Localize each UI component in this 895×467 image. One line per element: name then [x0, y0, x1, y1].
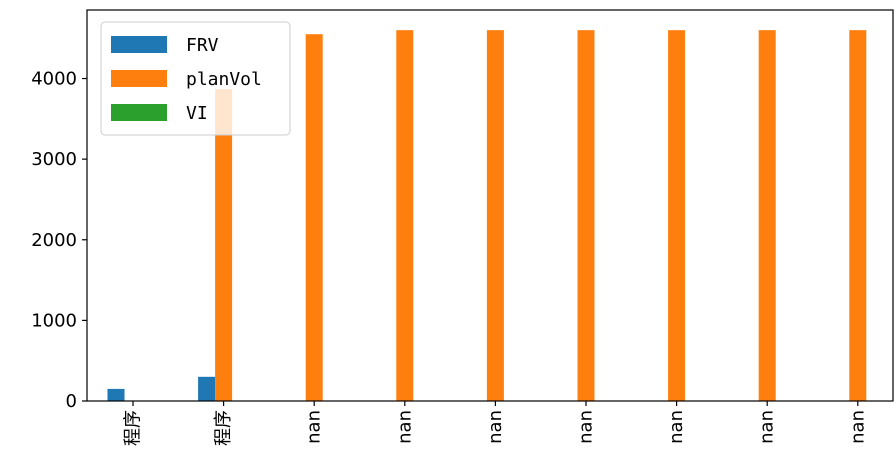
x-tick-label-1: 程序 — [213, 410, 234, 446]
legend-label-VI: VI — [186, 103, 208, 124]
x-tick-label-8: nan — [847, 410, 868, 444]
y-tick-label-4: 4000 — [31, 69, 77, 90]
bar-FRV-1 — [198, 376, 216, 401]
y-tick-label-0: 0 — [66, 391, 77, 412]
bar-planVol-5 — [577, 30, 595, 402]
y-tick-label-2: 2000 — [31, 230, 77, 251]
x-tick-label-4: nan — [485, 410, 506, 444]
legend-label-FRV: FRV — [186, 35, 219, 56]
bar-planVol-2 — [305, 34, 323, 401]
bars-layer — [107, 30, 867, 402]
bar-planVol-8 — [849, 30, 867, 402]
bar-planVol-4 — [486, 30, 504, 402]
bar-planVol-1 — [215, 89, 233, 401]
axes-layer — [86, 9, 894, 402]
legend-swatch-planVol — [111, 70, 167, 87]
bar-planVol-6 — [668, 30, 686, 402]
x-tick-label-5: nan — [576, 410, 597, 444]
bar-planVol-7 — [758, 30, 776, 402]
x-tick-label-6: nan — [666, 410, 687, 444]
bar-planVol-3 — [396, 30, 414, 402]
bar-FRV-0 — [107, 388, 125, 401]
y-tick-label-1: 1000 — [31, 310, 77, 331]
y-tick-label-3: 3000 — [31, 149, 77, 170]
x-tick-label-0: 程序 — [123, 410, 144, 446]
x-tick-label-3: nan — [394, 410, 415, 444]
x-axis-ticks: 程序 程序 nan nan nan nan nan nan nan — [123, 401, 868, 446]
legend-swatch-FRV — [111, 36, 167, 53]
legend: FRV planVol VI — [100, 21, 291, 136]
legend-swatch-VI — [111, 104, 167, 121]
x-tick-label-2: nan — [304, 410, 325, 444]
x-tick-label-7: nan — [757, 410, 778, 444]
y-axis-ticks: 0 1000 2000 3000 4000 — [31, 69, 87, 412]
legend-label-planVol: planVol — [186, 69, 262, 90]
plot-frame — [86, 9, 894, 402]
